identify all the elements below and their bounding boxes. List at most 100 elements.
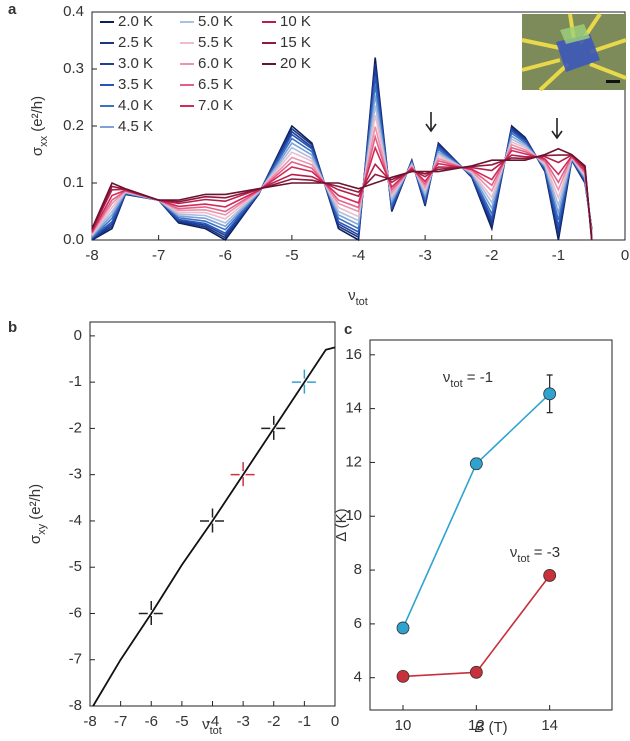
data-line	[91, 84, 593, 239]
x-tick-label: -7	[114, 713, 127, 730]
y-tick-label: 0.0	[63, 231, 84, 248]
y-axis-label: Δ (K)	[333, 508, 350, 541]
x-tick-label: -8	[85, 247, 98, 264]
data-point	[469, 665, 483, 679]
data-line	[402, 575, 551, 678]
panel-label: c	[344, 321, 352, 338]
y-tick-label: 4	[354, 669, 362, 686]
x-tick-label: -3	[418, 247, 431, 264]
y-tick-label: -8	[69, 697, 82, 714]
x-tick-label: -2	[267, 713, 280, 730]
series-label: νtot = -1	[443, 369, 493, 390]
y-tick-label: 0	[74, 327, 82, 344]
y-tick-label: 0.2	[63, 117, 84, 134]
data-line	[91, 126, 593, 235]
y-axis-label: σxx (e²/h)	[29, 96, 50, 156]
label-part: σ	[29, 146, 46, 156]
panel-label: b	[8, 319, 17, 336]
data-line	[402, 393, 551, 629]
data-line	[91, 115, 593, 236]
y-tick-label: 14	[345, 400, 362, 417]
data-line	[92, 346, 336, 707]
data-point	[396, 621, 410, 635]
x-axis-label: B (T)	[474, 719, 507, 736]
data-line	[91, 95, 593, 238]
panel-label: a	[8, 1, 17, 18]
x-axis-label: νtot	[202, 716, 222, 736]
legend-label: 4.5 K	[118, 118, 153, 135]
y-tick-label: -7	[69, 651, 82, 668]
label-part: ν	[348, 287, 356, 304]
y-tick-label: 10	[345, 507, 362, 524]
data-point	[543, 569, 557, 582]
legend-label: 3.0 K	[118, 55, 153, 72]
label-part: tot	[356, 296, 368, 308]
y-tick-label: -3	[69, 466, 82, 483]
y-tick-label: 0.1	[63, 174, 84, 191]
legend-label: 2.5 K	[118, 34, 153, 51]
y-tick-label: 0.3	[63, 60, 84, 77]
data-line	[91, 133, 593, 237]
y-axis-label: σxy (e²/h)	[27, 484, 48, 544]
label-part: (e²/h)	[27, 484, 44, 524]
photo-leads	[521, 12, 627, 92]
legend-label: 10 K	[280, 13, 311, 30]
plot-frame	[369, 339, 613, 711]
x-tick-label: -1	[552, 247, 565, 264]
legend-label: 3.5 K	[118, 76, 153, 93]
x-tick-label: 0	[331, 713, 339, 730]
legend-label: 4.0 K	[118, 97, 153, 114]
legend-label: 6.0 K	[198, 55, 233, 72]
label-part: tot	[210, 725, 222, 736]
data-line	[91, 145, 593, 237]
x-tick-label: 14	[541, 717, 558, 734]
legend-label: 6.5 K	[198, 76, 233, 93]
label-part: xx	[38, 135, 50, 147]
x-tick-label: 12	[468, 717, 485, 734]
label-part: = -3	[530, 544, 560, 561]
y-tick-label: 8	[354, 561, 362, 578]
label-part: σ	[27, 534, 44, 544]
label-part: xy	[36, 523, 48, 535]
x-tick-label: -5	[285, 247, 298, 264]
cross-marker	[257, 412, 290, 445]
legend-label: 15 K	[280, 34, 311, 51]
data-line	[91, 147, 593, 241]
y-tick-label: -5	[69, 558, 82, 575]
x-axis-label: νtot	[348, 287, 368, 308]
x-tick-label: -7	[152, 247, 165, 264]
x-tick-label: -3	[236, 713, 249, 730]
data-point	[396, 669, 410, 683]
label-part: ν	[510, 544, 518, 561]
data-point	[469, 457, 483, 471]
series-label: νtot = -3	[510, 544, 560, 565]
scale-bar	[606, 80, 620, 83]
cross-marker	[196, 504, 229, 537]
y-tick-label: 6	[354, 615, 362, 632]
label-part: (T)	[484, 719, 507, 736]
y-tick-label: -2	[69, 419, 82, 436]
x-tick-label: -4	[206, 713, 219, 730]
legend-label: 7.0 K	[198, 97, 233, 114]
arrow	[425, 112, 437, 133]
label-part: B	[474, 719, 484, 736]
label-part: ν	[443, 369, 451, 386]
arrows	[425, 112, 563, 140]
x-tick-label: 0	[621, 247, 629, 264]
x-tick-label: -8	[83, 713, 96, 730]
label-part: = -1	[463, 369, 493, 386]
x-tick-label: -1	[298, 713, 311, 730]
label-part: tot	[450, 378, 462, 390]
x-tick-label: -6	[219, 247, 232, 264]
inset-photo	[521, 12, 627, 92]
label-part: tot	[517, 553, 529, 565]
legend-label: 5.5 K	[198, 34, 233, 51]
legend-label: 5.0 K	[198, 13, 233, 30]
y-tick-label: -4	[69, 512, 82, 529]
legend-label: 2.0 K	[118, 13, 153, 30]
label-part: (e²/h)	[29, 96, 46, 136]
x-tick-label: -5	[175, 713, 188, 730]
y-tick-label: 16	[345, 346, 362, 363]
y-tick-label: -1	[69, 373, 82, 390]
